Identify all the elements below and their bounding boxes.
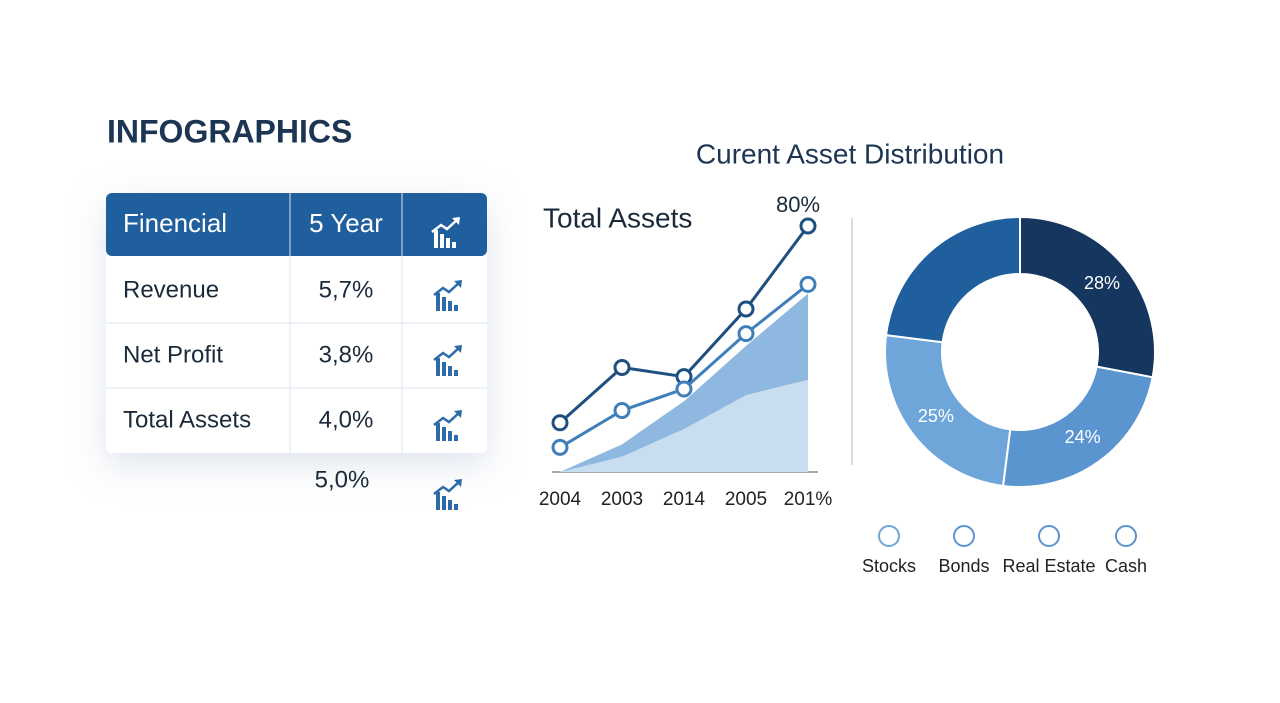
- header-cell: 5 Year: [309, 208, 383, 238]
- donut-slice: [884, 333, 1012, 488]
- icon-arrow: [433, 480, 461, 495]
- slice-label: 25%: [918, 406, 954, 426]
- icon-arrow: [431, 218, 459, 233]
- point: [799, 275, 817, 293]
- icon-arrowhead: [452, 217, 460, 225]
- header-cell: Finencial: [123, 208, 227, 238]
- chart-title: Total Assets: [543, 202, 692, 233]
- icon-bar: [454, 305, 458, 311]
- icon-bar: [454, 504, 458, 510]
- point: [737, 325, 755, 343]
- icon-arrow: [433, 346, 461, 361]
- point: [551, 438, 569, 456]
- x-tick-label: 2004: [539, 489, 582, 510]
- icon-bar: [442, 496, 446, 510]
- icon-bar: [440, 234, 444, 248]
- value-label: 80%: [776, 192, 820, 217]
- x-tick-label: 201%: [784, 489, 833, 510]
- point: [737, 300, 755, 318]
- legend-icon: [1115, 525, 1137, 547]
- x-tick-label: 2005: [725, 489, 767, 510]
- icon-bar: [434, 230, 438, 248]
- cell: 4,0%: [319, 406, 374, 433]
- icon-arrowhead: [454, 345, 462, 353]
- legend-label: Real Estate: [1002, 556, 1095, 576]
- cell: 3,8%: [319, 341, 374, 368]
- icon-bar: [452, 242, 456, 248]
- donut-slice: [884, 215, 1021, 344]
- chart-title: Curent Asset Distribution: [696, 138, 1004, 169]
- table-header: [106, 193, 487, 256]
- point: [675, 380, 693, 398]
- icon-bar: [454, 370, 458, 376]
- point: [551, 414, 569, 432]
- legend-label: Stocks: [862, 556, 916, 576]
- point: [799, 217, 817, 235]
- legend-label: Cash: [1105, 556, 1147, 576]
- legend-icon: [878, 525, 900, 547]
- icon-bar: [448, 366, 452, 376]
- x-tick-label: 2014: [663, 489, 706, 510]
- donut-slice: [1019, 215, 1156, 379]
- icon-bar: [448, 301, 452, 311]
- page-title: INFOGRAPHICS: [107, 113, 352, 149]
- area: [560, 379, 808, 472]
- donut-slice: [1001, 365, 1154, 488]
- icon-arrow: [433, 411, 461, 426]
- icon-bar: [436, 358, 440, 376]
- point: [613, 402, 631, 419]
- icon-bar: [446, 238, 450, 248]
- legend-label: Bonds: [938, 556, 989, 576]
- icon-bar: [436, 293, 440, 311]
- cell: Revenue: [123, 276, 219, 303]
- cell: Total Assets: [123, 406, 251, 433]
- cell: 5,0%: [315, 466, 370, 493]
- icon-bar: [436, 492, 440, 510]
- icon-bar: [442, 362, 446, 376]
- icon-bar: [436, 423, 440, 441]
- slice-label: 28%: [1084, 273, 1120, 293]
- icon-bar: [448, 431, 452, 441]
- cell: 5,7%: [319, 276, 374, 303]
- slice-label: 24%: [1065, 427, 1101, 447]
- icon-bar: [442, 297, 446, 311]
- point: [613, 358, 631, 376]
- icon-arrow: [433, 281, 461, 296]
- x-tick-label: 2003: [601, 489, 643, 510]
- icon-arrowhead: [454, 280, 462, 288]
- icon-bar: [448, 500, 452, 510]
- legend-icon: [1038, 525, 1060, 547]
- icon-arrowhead: [454, 479, 462, 487]
- icon-bar: [442, 427, 446, 441]
- icon-bar: [454, 435, 458, 441]
- legend-icon: [953, 525, 975, 547]
- cell: Net Profit: [123, 341, 223, 368]
- icon-arrowhead: [454, 410, 462, 418]
